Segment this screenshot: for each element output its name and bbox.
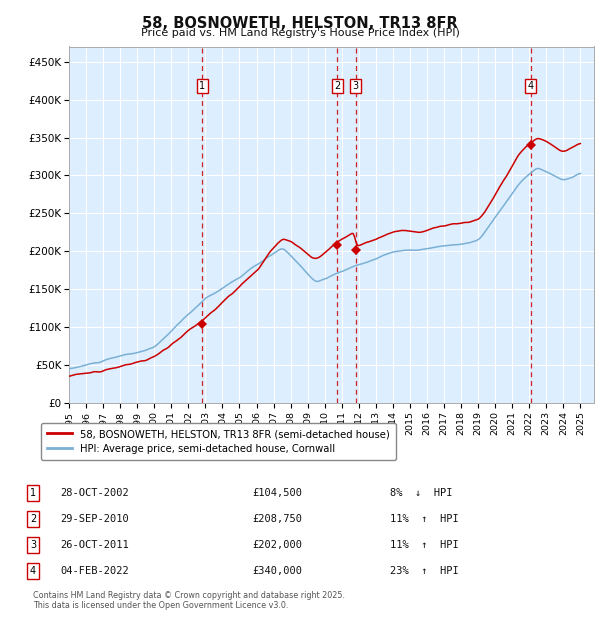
Text: 2: 2 — [30, 514, 36, 524]
Text: 11%  ↑  HPI: 11% ↑ HPI — [390, 540, 459, 550]
Text: 11%  ↑  HPI: 11% ↑ HPI — [390, 514, 459, 524]
Text: 4: 4 — [527, 81, 534, 91]
Text: Price paid vs. HM Land Registry's House Price Index (HPI): Price paid vs. HM Land Registry's House … — [140, 28, 460, 38]
Text: 8%  ↓  HPI: 8% ↓ HPI — [390, 488, 452, 498]
Text: 26-OCT-2011: 26-OCT-2011 — [60, 540, 129, 550]
Text: This data is licensed under the Open Government Licence v3.0.: This data is licensed under the Open Gov… — [33, 601, 289, 610]
Text: 1: 1 — [30, 488, 36, 498]
Text: £340,000: £340,000 — [252, 566, 302, 576]
Text: 29-SEP-2010: 29-SEP-2010 — [60, 514, 129, 524]
Text: 4: 4 — [30, 566, 36, 576]
Text: 1: 1 — [199, 81, 206, 91]
Text: £104,500: £104,500 — [252, 488, 302, 498]
Text: 23%  ↑  HPI: 23% ↑ HPI — [390, 566, 459, 576]
Text: 3: 3 — [353, 81, 359, 91]
Text: 2: 2 — [334, 81, 341, 91]
Text: 3: 3 — [30, 540, 36, 550]
Legend: 58, BOSNOWETH, HELSTON, TR13 8FR (semi-detached house), HPI: Average price, semi: 58, BOSNOWETH, HELSTON, TR13 8FR (semi-d… — [41, 423, 396, 460]
Text: 58, BOSNOWETH, HELSTON, TR13 8FR: 58, BOSNOWETH, HELSTON, TR13 8FR — [142, 16, 458, 30]
Text: 28-OCT-2002: 28-OCT-2002 — [60, 488, 129, 498]
Text: Contains HM Land Registry data © Crown copyright and database right 2025.: Contains HM Land Registry data © Crown c… — [33, 591, 345, 600]
Text: £208,750: £208,750 — [252, 514, 302, 524]
Text: £202,000: £202,000 — [252, 540, 302, 550]
Text: 04-FEB-2022: 04-FEB-2022 — [60, 566, 129, 576]
